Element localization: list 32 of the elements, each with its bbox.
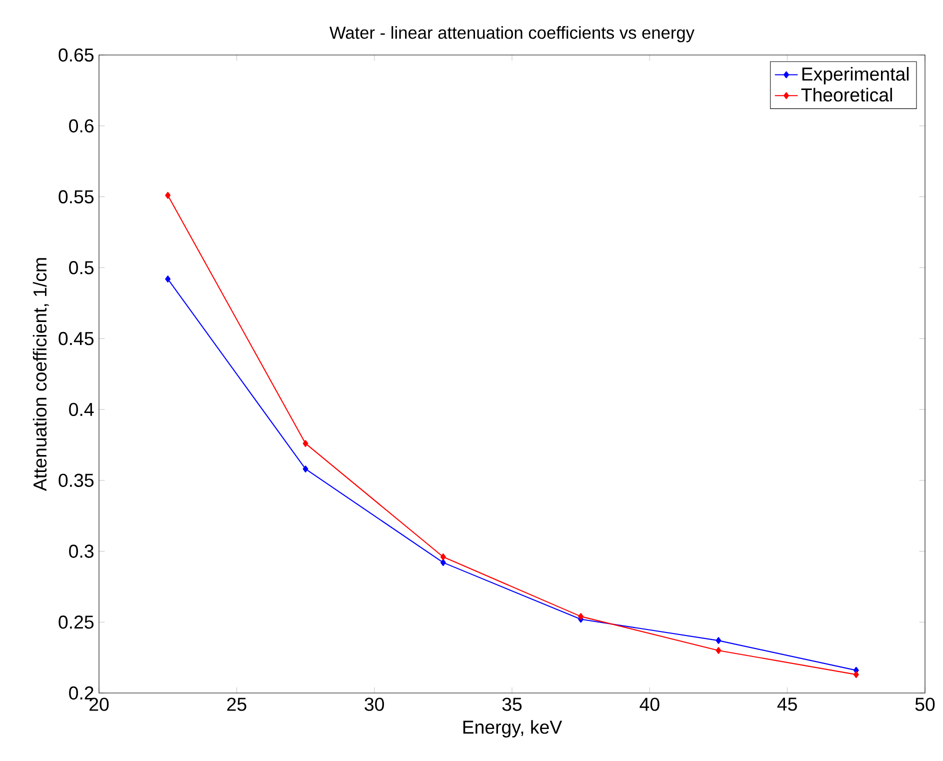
legend-label: Experimental [802,66,909,84]
x-tick-label: 35 [502,698,522,711]
y-tick-label: 0.6 [69,119,94,133]
x-tick-label: 20 [90,698,109,711]
x-axis-title: Energy, keV [463,720,562,738]
point [302,440,308,447]
y-tick-label: 0.3 [69,544,94,558]
point [853,671,859,678]
x-tick-label: 45 [777,698,797,711]
legend-label: Theoretical [801,88,892,102]
point [716,637,722,644]
point [440,553,446,560]
y-tick-label: 0.5 [69,261,94,274]
y-tick-label: 0.45 [58,332,94,346]
point [440,559,446,566]
point [302,466,308,472]
point [165,192,171,199]
y-tick-label: 0.65 [58,48,94,62]
x-tick-label: 30 [364,698,384,711]
chart-title: Water - linear attenuation coefficients vs energy [330,26,694,42]
y-tick-label: 0.55 [58,190,94,204]
point [165,276,171,282]
y-tick-label: 0.35 [58,474,94,487]
y-tick-label: 0.4 [69,402,94,416]
y-tick-label: 0.2 [69,686,94,700]
x-tick-label: 40 [640,698,660,711]
point [716,647,722,654]
x-tick-label: 50 [915,698,935,711]
y-axis-title: Attenuation coefficient, 1/cm [32,258,49,492]
x-tick-label: 25 [227,698,246,711]
y-tick-label: 0.25 [58,615,94,629]
point [578,612,584,620]
